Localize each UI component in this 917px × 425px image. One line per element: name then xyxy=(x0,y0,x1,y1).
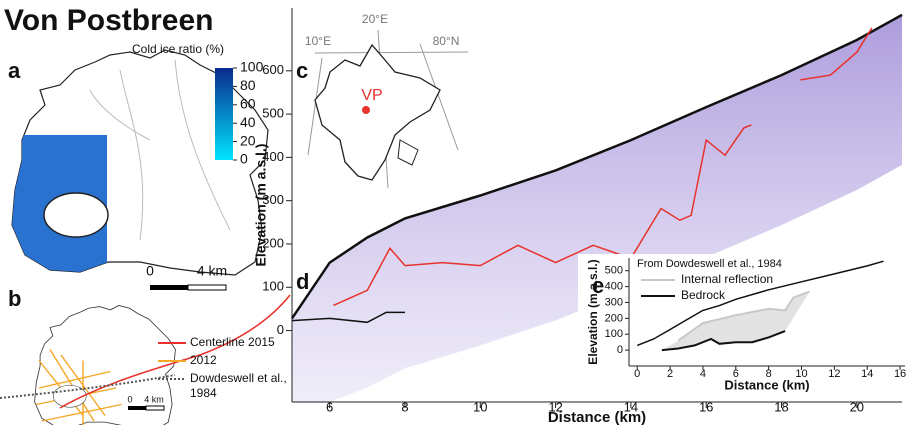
scale-bar xyxy=(150,285,188,290)
data-line xyxy=(291,311,405,324)
panel-label: c xyxy=(296,58,308,83)
y-tick-label: 300 xyxy=(605,296,623,308)
legend-label: Internal reflection xyxy=(681,272,773,286)
scale-label: 0 xyxy=(146,263,154,279)
scale-label: 4 km xyxy=(197,263,227,279)
data-line xyxy=(661,330,786,352)
legend: Centerline 2015 2012 Dowdeswell et al., 19… xyxy=(158,335,287,400)
x-tick-label: 8 xyxy=(766,368,772,380)
x-tick-label: 12 xyxy=(828,368,840,380)
y-tick-label: 200 xyxy=(605,312,623,324)
y-tick-label: 300 xyxy=(262,192,284,207)
y-tick-label: 0 xyxy=(277,322,284,337)
map-a xyxy=(11,49,269,276)
lon-label: 20°E xyxy=(362,12,388,26)
panel-label: b xyxy=(8,286,21,311)
colorbar-tick-label: 80 xyxy=(240,77,256,93)
colorbar-tick-label: 100 xyxy=(240,59,264,75)
x-tick-label: 6 xyxy=(326,399,333,414)
x-tick-label: 2 xyxy=(667,368,673,380)
x-tick-label: 8 xyxy=(401,399,408,414)
legend-entry: 2012 xyxy=(190,353,217,367)
panel-label: d xyxy=(296,269,309,294)
panel-label: e xyxy=(592,273,604,298)
x-tick-label: 12 xyxy=(548,399,562,414)
legend-label: Dowdeswell et al., 1984 xyxy=(190,371,287,400)
y-tick-label: 100 xyxy=(262,279,284,294)
y-tick-label: 500 xyxy=(262,106,284,121)
data-line xyxy=(290,13,903,320)
x-axis-label: Distance (km) xyxy=(724,377,809,392)
x-tick-label: 4 xyxy=(700,368,706,380)
colorbar-tick-label: 40 xyxy=(240,114,256,130)
centerline xyxy=(59,294,291,409)
scale-bar xyxy=(128,406,146,410)
colorbar-title: Cold ice ratio (%) xyxy=(132,42,224,56)
site-label: VP xyxy=(361,87,382,104)
colorbar-tick-label: 20 xyxy=(240,132,256,148)
x-tick-label: 0 xyxy=(634,368,640,380)
legend-entry: Centerline 2015 xyxy=(190,335,275,349)
inset-chart: From Dowdeswell et al., 1984010020030040… xyxy=(586,258,906,393)
colorbar-tick-label: 0 xyxy=(240,151,248,167)
x-tick-label: 10 xyxy=(473,399,487,414)
map-c xyxy=(307,29,469,189)
legend-label: Centerline 2015 xyxy=(190,335,275,349)
y-tick-label: 600 xyxy=(262,62,284,77)
legend-label: Bedrock xyxy=(681,288,726,302)
x-tick-label: 18 xyxy=(774,399,788,414)
x-tick-label: 16 xyxy=(699,399,713,414)
radargram-area xyxy=(292,14,902,403)
scale-label: 4 km xyxy=(144,394,164,404)
dowdeswell-track xyxy=(0,374,176,399)
x-tick-label: 20 xyxy=(850,399,864,414)
figure-title: Von Postbreen xyxy=(4,4,213,37)
lat-label: 80°N xyxy=(433,34,460,48)
legend-entry: Dowdeswell et al., 1984 xyxy=(190,371,287,400)
inset-title: From Dowdeswell et al., 1984 xyxy=(637,258,782,270)
scale-bar xyxy=(145,405,165,411)
data-line xyxy=(333,27,873,307)
y-tick-label: 500 xyxy=(605,265,623,277)
y-axis-label: Elevation (m a.s.l.) xyxy=(586,259,600,364)
x-axis-label: Distance (km) xyxy=(548,409,646,425)
scale-label: 0 xyxy=(127,394,132,404)
panel-label: a xyxy=(8,58,21,83)
y-tick-label: 400 xyxy=(605,280,623,292)
x-tick-label: 6 xyxy=(733,368,739,380)
scale-bar xyxy=(187,284,227,291)
colorbar xyxy=(215,68,233,160)
x-tick-label: 14 xyxy=(861,368,873,380)
y-tick-label: 400 xyxy=(262,149,284,164)
data-line xyxy=(636,260,884,347)
y-tick-label: 100 xyxy=(605,328,623,340)
legend-label: 2012 xyxy=(190,353,217,367)
lon-label: 10°E xyxy=(305,34,331,48)
y-tick-label: 0 xyxy=(617,344,623,356)
x-tick-label: 16 xyxy=(894,368,906,380)
x-tick-label: 14 xyxy=(624,399,638,414)
y-tick-label: 200 xyxy=(262,235,284,250)
y-axis-label: Elevation (m a.s.l.) xyxy=(253,144,269,267)
x-tick-label: 10 xyxy=(795,368,807,380)
data-line xyxy=(677,290,811,342)
colorbar-tick-label: 60 xyxy=(240,96,256,112)
